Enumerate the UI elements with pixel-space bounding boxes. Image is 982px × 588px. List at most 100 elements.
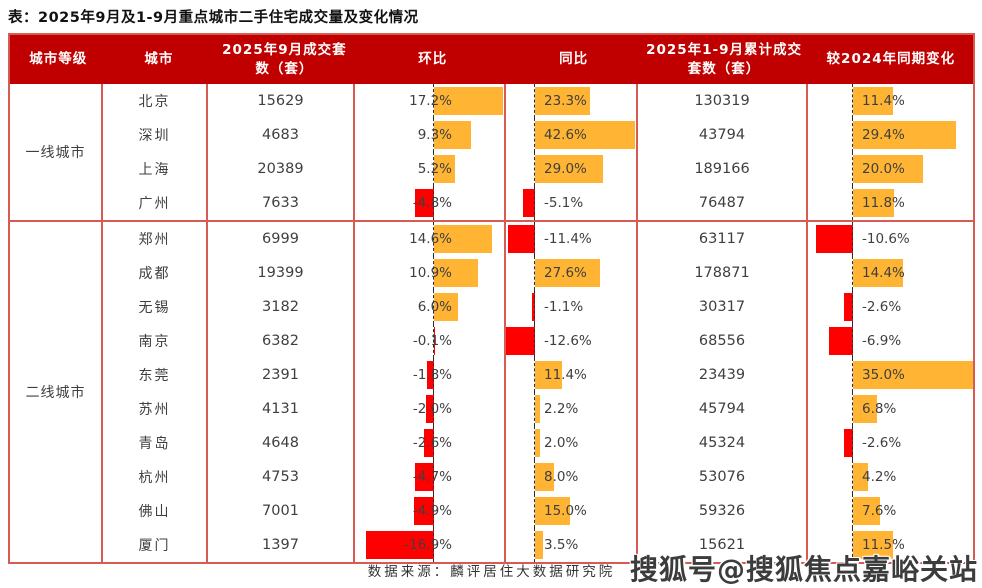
yoy-zero-axis	[534, 528, 535, 562]
vs-value: -10.6%	[862, 222, 910, 256]
yoy-cell: 3.5%	[506, 528, 638, 562]
yoy-zero-axis	[534, 290, 535, 324]
mom-value: -16.9%	[404, 528, 452, 562]
yoy-zero-axis	[534, 118, 535, 152]
vs-cell: 14.4%	[808, 256, 973, 290]
vs-zero-axis	[852, 222, 853, 256]
cum-count: 45324	[638, 426, 808, 460]
city-name: 东莞	[103, 358, 208, 392]
header-mom: 环比	[358, 35, 508, 84]
yoy-value: 29.0%	[544, 152, 587, 186]
yoy-zero-axis	[534, 494, 535, 528]
header-cum-count: 2025年1-9月累计成交套数（套）	[639, 35, 808, 84]
tier-label: 二线城市	[10, 222, 103, 562]
cum-count: 43794	[638, 118, 808, 152]
vs-zero-axis	[852, 152, 853, 186]
city-name: 广州	[103, 186, 208, 220]
yoy-zero-axis	[534, 84, 535, 118]
cum-count: 178871	[638, 256, 808, 290]
mom-cell: -2.6%	[355, 426, 506, 460]
sep-count: 4683	[208, 118, 355, 152]
mom-value: -4.9%	[413, 494, 452, 528]
mom-value: 14.6%	[409, 222, 452, 256]
yoy-zero-axis	[534, 186, 535, 220]
yoy-value: 2.0%	[544, 426, 578, 460]
vs-bar	[829, 327, 853, 355]
yoy-bar	[508, 225, 535, 253]
sep-count: 2391	[208, 358, 355, 392]
city-name: 深圳	[103, 118, 208, 152]
mom-cell: -2.0%	[355, 392, 506, 426]
yoy-zero-axis	[534, 358, 535, 392]
vs-value: -2.6%	[862, 426, 901, 460]
cum-count: 189166	[638, 152, 808, 186]
yoy-bar	[506, 327, 535, 355]
yoy-cell: -12.6%	[506, 324, 638, 358]
city-name: 上海	[103, 152, 208, 186]
yoy-zero-axis	[534, 222, 535, 256]
sep-count: 15629	[208, 84, 355, 118]
sep-count: 3182	[208, 290, 355, 324]
yoy-cell: -1.1%	[506, 290, 638, 324]
vs-value: 4.2%	[862, 460, 896, 494]
city-name: 杭州	[103, 460, 208, 494]
mom-value: -4.8%	[413, 186, 452, 220]
vs-zero-axis	[852, 460, 853, 494]
yoy-value: 8.0%	[544, 460, 578, 494]
vs-cell: 4.2%	[808, 460, 973, 494]
city-name: 北京	[103, 84, 208, 118]
yoy-cell: 27.6%	[506, 256, 638, 290]
yoy-value: 2.2%	[544, 392, 578, 426]
vs-cell: 35.0%	[808, 358, 973, 392]
mom-cell: 10.9%	[355, 256, 506, 290]
vs-value: 7.6%	[862, 494, 896, 528]
vs-cell: 6.8%	[808, 392, 973, 426]
mom-cell: 14.6%	[355, 222, 506, 256]
mom-cell: -1.8%	[355, 358, 506, 392]
yoy-value: 27.6%	[544, 256, 587, 290]
header-city-tier: 城市等级	[10, 35, 107, 84]
mom-cell: 5.2%	[355, 152, 506, 186]
cum-count: 76487	[638, 186, 808, 220]
vs-zero-axis	[852, 84, 853, 118]
city-name: 成都	[103, 256, 208, 290]
yoy-cell: 2.0%	[506, 426, 638, 460]
mom-cell: 6.0%	[355, 290, 506, 324]
vs-zero-axis	[852, 324, 853, 358]
vs-value: 20.0%	[862, 152, 905, 186]
cum-count: 45794	[638, 392, 808, 426]
vs-zero-axis	[852, 358, 853, 392]
mom-value: -2.0%	[413, 392, 452, 426]
mom-cell: 17.2%	[355, 84, 506, 118]
vs-value: -2.6%	[862, 290, 901, 324]
mom-value: 17.2%	[409, 84, 452, 118]
yoy-zero-axis	[534, 324, 535, 358]
yoy-zero-axis	[534, 460, 535, 494]
header-vs2024: 较2024年同期变化	[809, 35, 973, 84]
vs-cell: -6.9%	[808, 324, 973, 358]
yoy-cell: 15.0%	[506, 494, 638, 528]
vs-value: 14.4%	[862, 256, 905, 290]
yoy-value: 23.3%	[544, 84, 587, 118]
sep-count: 7001	[208, 494, 355, 528]
vs-cell: -2.6%	[808, 290, 973, 324]
yoy-cell: 23.3%	[506, 84, 638, 118]
yoy-cell: 11.4%	[506, 358, 638, 392]
city-name: 苏州	[103, 392, 208, 426]
yoy-value: -12.6%	[544, 324, 592, 358]
yoy-zero-axis	[534, 152, 535, 186]
yoy-value: 3.5%	[544, 528, 578, 562]
mom-cell: -0.1%	[355, 324, 506, 358]
cum-count: 30317	[638, 290, 808, 324]
vs-cell: 20.0%	[808, 152, 973, 186]
vs-cell: -2.6%	[808, 426, 973, 460]
